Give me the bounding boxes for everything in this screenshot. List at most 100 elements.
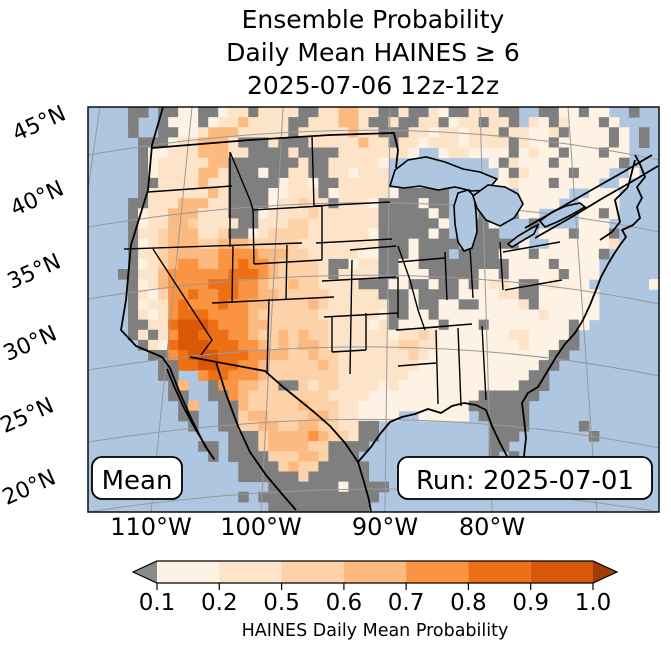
raster-cell [218, 339, 229, 351]
raster-cell [298, 360, 309, 371]
raster-cell [228, 431, 239, 442]
raster-cell [578, 248, 590, 260]
raster-cell [598, 107, 610, 118]
raster-cell [298, 289, 309, 300]
raster-cell [208, 167, 219, 179]
raster-cell [478, 137, 490, 149]
raster-cell [348, 157, 359, 169]
raster-cell [298, 107, 309, 118]
raster-cell [318, 258, 329, 270]
raster-cell [288, 228, 299, 240]
raster-cell [408, 329, 420, 341]
raster-cell [268, 410, 279, 422]
raster-cell [618, 157, 630, 169]
raster-cell [338, 461, 349, 473]
raster-cell [368, 339, 380, 351]
raster-cell [158, 309, 169, 321]
raster-cell [348, 400, 359, 412]
raster-cell [418, 107, 430, 118]
raster-cell [588, 228, 600, 240]
raster-cell [348, 370, 359, 381]
raster-cell [318, 481, 329, 493]
raster-cell [268, 339, 279, 351]
raster-cell [308, 258, 319, 270]
raster-cell [518, 147, 530, 159]
raster-cell [228, 350, 239, 361]
raster-cell [468, 319, 480, 331]
raster-cell [318, 279, 329, 290]
raster-cell [228, 147, 239, 159]
raster-cell [548, 167, 560, 179]
raster-cell [318, 420, 329, 432]
raster-cell [318, 157, 329, 169]
raster-cell [578, 258, 590, 270]
raster-cell [328, 289, 339, 300]
raster-cell [368, 269, 380, 280]
raster-cell [388, 329, 400, 341]
raster-cell [328, 279, 339, 290]
raster-cell [258, 431, 269, 442]
raster-cell [288, 299, 299, 311]
raster-cell [298, 431, 309, 442]
raster-cell [348, 127, 359, 138]
raster-cell [338, 299, 349, 311]
raster-cell [278, 329, 289, 341]
raster-cell [238, 420, 249, 432]
colorbar-under-arrow [133, 561, 157, 583]
raster-cell [178, 410, 189, 422]
raster-cell [208, 218, 219, 230]
raster-cell [518, 370, 530, 381]
raster-cell [368, 289, 380, 300]
raster-cell [158, 167, 169, 179]
raster-cell [438, 289, 450, 300]
raster-cell [158, 269, 169, 280]
raster-cell [578, 198, 590, 209]
raster-cell [438, 248, 450, 260]
raster-cell [288, 157, 299, 169]
raster-cell [238, 360, 249, 371]
raster-cell [388, 339, 400, 351]
raster-cell [438, 258, 450, 270]
raster-cell [588, 238, 600, 250]
raster-cell [458, 410, 470, 422]
raster-cell [478, 117, 490, 128]
raster-cell [428, 107, 440, 118]
raster-cell [258, 188, 269, 199]
raster-cell [408, 258, 420, 270]
raster-cell [318, 299, 329, 311]
raster-cell [548, 309, 560, 321]
raster-cell [538, 248, 550, 260]
raster-cell [578, 107, 590, 118]
raster-cell [178, 107, 189, 118]
raster-cell [498, 258, 510, 270]
raster-cell [328, 441, 339, 452]
raster-cell [428, 279, 440, 290]
raster-cell [608, 238, 620, 250]
raster-cell [548, 177, 560, 189]
raster-cell [358, 461, 369, 473]
raster-cell [278, 117, 289, 128]
raster-cell [518, 299, 530, 311]
raster-cell [288, 420, 299, 432]
raster-cell [408, 269, 420, 280]
raster-cell [338, 380, 349, 392]
raster-cell [388, 137, 400, 149]
lat-label-25n: 25°N [0, 393, 58, 438]
raster-cell [168, 258, 179, 270]
raster-cell [268, 117, 279, 128]
raster-cell [418, 117, 430, 128]
raster-cell [218, 218, 229, 230]
raster-cell [328, 299, 339, 311]
raster-cell [148, 289, 159, 300]
raster-cell [638, 137, 650, 149]
raster-cell [398, 279, 410, 290]
raster-cell [278, 431, 289, 442]
raster-cell [258, 127, 269, 138]
raster-cell [228, 167, 239, 179]
raster-cell [318, 461, 329, 473]
raster-cell [538, 339, 550, 351]
raster-cell [158, 238, 169, 250]
raster-cell [418, 238, 430, 250]
raster-cell [318, 360, 329, 371]
raster-cell [598, 127, 610, 138]
